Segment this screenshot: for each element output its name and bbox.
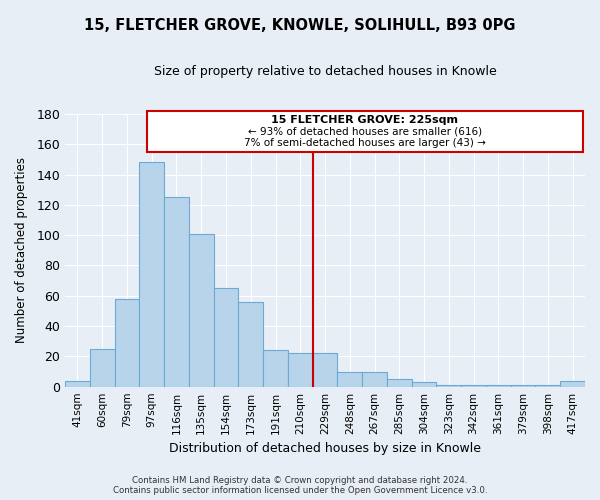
Bar [214,288,238,386]
FancyBboxPatch shape [147,111,583,152]
Bar [238,302,263,386]
Bar [560,380,585,386]
Bar [115,299,139,386]
Bar [362,372,387,386]
Bar [412,382,436,386]
Bar [461,385,486,386]
Text: ← 93% of detached houses are smaller (616): ← 93% of detached houses are smaller (61… [248,126,482,136]
Bar [387,379,412,386]
Y-axis label: Number of detached properties: Number of detached properties [15,158,28,344]
Text: Contains HM Land Registry data © Crown copyright and database right 2024.
Contai: Contains HM Land Registry data © Crown c… [113,476,487,495]
Text: 15 FLETCHER GROVE: 225sqm: 15 FLETCHER GROVE: 225sqm [271,115,458,125]
Bar [263,350,288,386]
Bar [535,385,560,386]
Bar [65,380,90,386]
Text: 15, FLETCHER GROVE, KNOWLE, SOLIHULL, B93 0PG: 15, FLETCHER GROVE, KNOWLE, SOLIHULL, B9… [84,18,516,32]
Text: 7% of semi-detached houses are larger (43) →: 7% of semi-detached houses are larger (4… [244,138,485,148]
Bar [313,354,337,386]
Bar [164,197,189,386]
Bar [436,385,461,386]
Bar [288,354,313,386]
Bar [511,385,535,386]
X-axis label: Distribution of detached houses by size in Knowle: Distribution of detached houses by size … [169,442,481,455]
Bar [139,162,164,386]
Bar [189,234,214,386]
Bar [90,349,115,387]
Bar [486,385,511,386]
Bar [337,372,362,386]
Title: Size of property relative to detached houses in Knowle: Size of property relative to detached ho… [154,65,496,78]
